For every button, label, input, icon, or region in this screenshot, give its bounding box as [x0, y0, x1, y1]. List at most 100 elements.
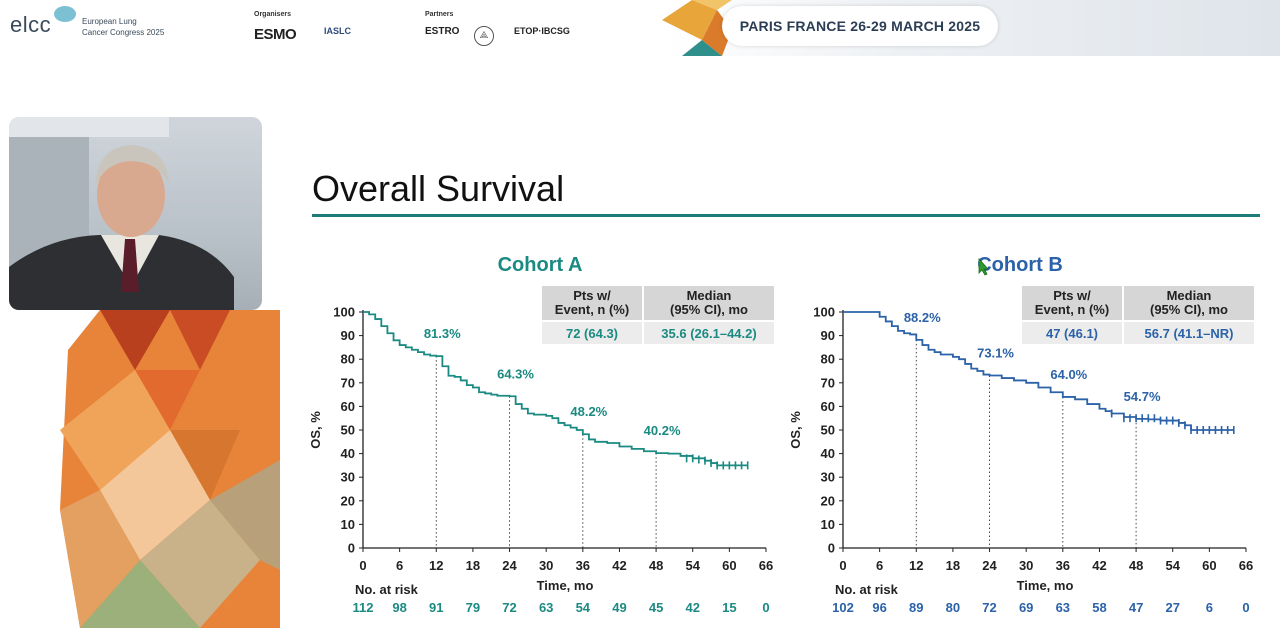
at-risk-value: 54	[576, 600, 591, 615]
landmark-label: 48.2%	[570, 404, 607, 419]
at-risk-label: No. at risk	[355, 582, 419, 597]
y-tick-label: 50	[341, 423, 355, 438]
elcc-subtitle-line2: Cancer Congress 2025	[82, 28, 165, 37]
at-risk-value: 63	[539, 600, 553, 615]
x-tick-label: 0	[359, 558, 366, 573]
at-risk-value: 72	[502, 600, 516, 615]
table-value-cell-2	[1124, 322, 1254, 344]
speaker-figure	[9, 117, 234, 310]
y-tick-label: 60	[821, 399, 835, 414]
esmo-logo: ESMO	[254, 26, 297, 43]
x-tick-label: 42	[1092, 558, 1106, 573]
landmark-label: 81.3%	[424, 326, 461, 341]
conference-banner: elcc European Lung Cancer Congress 2025 …	[0, 0, 1280, 56]
at-risk-value: 98	[392, 600, 406, 615]
x-tick-label: 0	[839, 558, 846, 573]
elcc-logo: elcc	[10, 12, 52, 37]
elcc-logo-mark	[54, 6, 76, 22]
x-tick-label: 6	[396, 558, 403, 573]
table-header-cell-2	[644, 286, 774, 320]
at-risk-value: 0	[1242, 600, 1249, 615]
x-axis-label: Time, mo	[1017, 578, 1074, 593]
elcc-subtitle-line1: European Lung	[82, 17, 137, 26]
y-tick-label: 70	[821, 375, 835, 390]
y-tick-label: 30	[821, 470, 835, 485]
at-risk-value: 58	[1092, 600, 1106, 615]
table-value-1: 47 (46.1)	[1046, 326, 1098, 341]
table-value-1: 72 (64.3)	[566, 326, 618, 341]
at-risk-value: 15	[722, 600, 736, 615]
table-header-1: Pts w/Event, n (%)	[1035, 288, 1109, 317]
y-tick-label: 10	[341, 517, 355, 532]
at-risk-value: 45	[649, 600, 663, 615]
at-risk-value: 6	[1206, 600, 1213, 615]
x-tick-label: 30	[1019, 558, 1033, 573]
at-risk-value: 112	[353, 600, 374, 615]
at-risk-value: 72	[982, 600, 996, 615]
table-header-cell-1	[542, 286, 642, 320]
x-tick-label: 48	[1129, 558, 1143, 573]
butterfly-decoration	[662, 0, 732, 56]
x-tick-label: 12	[429, 558, 443, 573]
survival-curve	[843, 311, 1234, 431]
y-tick-label: 50	[821, 423, 835, 438]
x-tick-label: 66	[759, 558, 773, 573]
y-tick-label: 80	[341, 352, 355, 367]
at-risk-label: No. at risk	[835, 582, 899, 597]
table-value-cell-1	[1022, 322, 1122, 344]
y-axis-label: OS, %	[788, 411, 803, 449]
y-tick-label: 90	[821, 328, 835, 343]
at-risk-value: 69	[1019, 600, 1033, 615]
slide-title: Overall Survival	[312, 168, 565, 209]
at-risk-value: 79	[466, 600, 480, 615]
y-tick-label: 0	[828, 541, 835, 556]
y-tick-label: 10	[821, 517, 835, 532]
x-tick-label: 54	[685, 558, 700, 573]
at-risk-value: 91	[429, 600, 443, 615]
organisers-label: Organisers	[254, 11, 291, 18]
y-tick-label: 90	[341, 328, 355, 343]
x-tick-label: 12	[909, 558, 923, 573]
decorative-geometric-art	[60, 310, 280, 628]
table-header-2: Median (95% CI), mo	[670, 288, 748, 317]
table-header-cell-1	[1022, 286, 1122, 320]
y-tick-label: 0	[348, 541, 355, 556]
at-risk-value: 0	[762, 600, 769, 615]
x-tick-label: 60	[1202, 558, 1216, 573]
at-risk-value: 47	[1129, 600, 1143, 615]
y-tick-label: 40	[341, 446, 355, 461]
x-tick-label: 18	[946, 558, 960, 573]
at-risk-value: 80	[946, 600, 960, 615]
survival-curve	[363, 311, 748, 467]
at-risk-value: 102	[832, 600, 854, 615]
y-tick-label: 100	[333, 305, 355, 320]
y-tick-label: 80	[821, 352, 835, 367]
at-risk-value: 89	[909, 600, 923, 615]
landmark-label: 73.1%	[977, 345, 1014, 360]
table-header-cell-2	[1124, 286, 1254, 320]
landmark-label: 54.7%	[1124, 389, 1161, 404]
x-tick-label: 18	[466, 558, 480, 573]
x-tick-label: 36	[1056, 558, 1070, 573]
table-value-cell-2	[644, 322, 774, 344]
y-tick-label: 20	[341, 493, 355, 508]
x-tick-label: 36	[576, 558, 590, 573]
y-tick-label: 40	[821, 446, 835, 461]
table-value-2: 56.7 (41.1–NR)	[1145, 326, 1234, 341]
at-risk-value: 27	[1165, 600, 1179, 615]
table-header-1: Pts w/Event, n (%)	[555, 288, 629, 317]
table-value-cell-1	[542, 322, 642, 344]
x-tick-label: 66	[1239, 558, 1253, 573]
y-tick-label: 70	[341, 375, 355, 390]
x-tick-label: 24	[502, 558, 517, 573]
speaker-video	[9, 117, 262, 310]
x-tick-label: 60	[722, 558, 736, 573]
y-tick-label: 20	[821, 493, 835, 508]
y-axis-label: OS, %	[308, 411, 323, 449]
at-risk-value: 42	[685, 600, 699, 615]
landmark-label: 40.2%	[644, 423, 681, 438]
x-tick-label: 30	[539, 558, 553, 573]
x-axis-label: Time, mo	[537, 578, 594, 593]
at-risk-value: 63	[1056, 600, 1070, 615]
